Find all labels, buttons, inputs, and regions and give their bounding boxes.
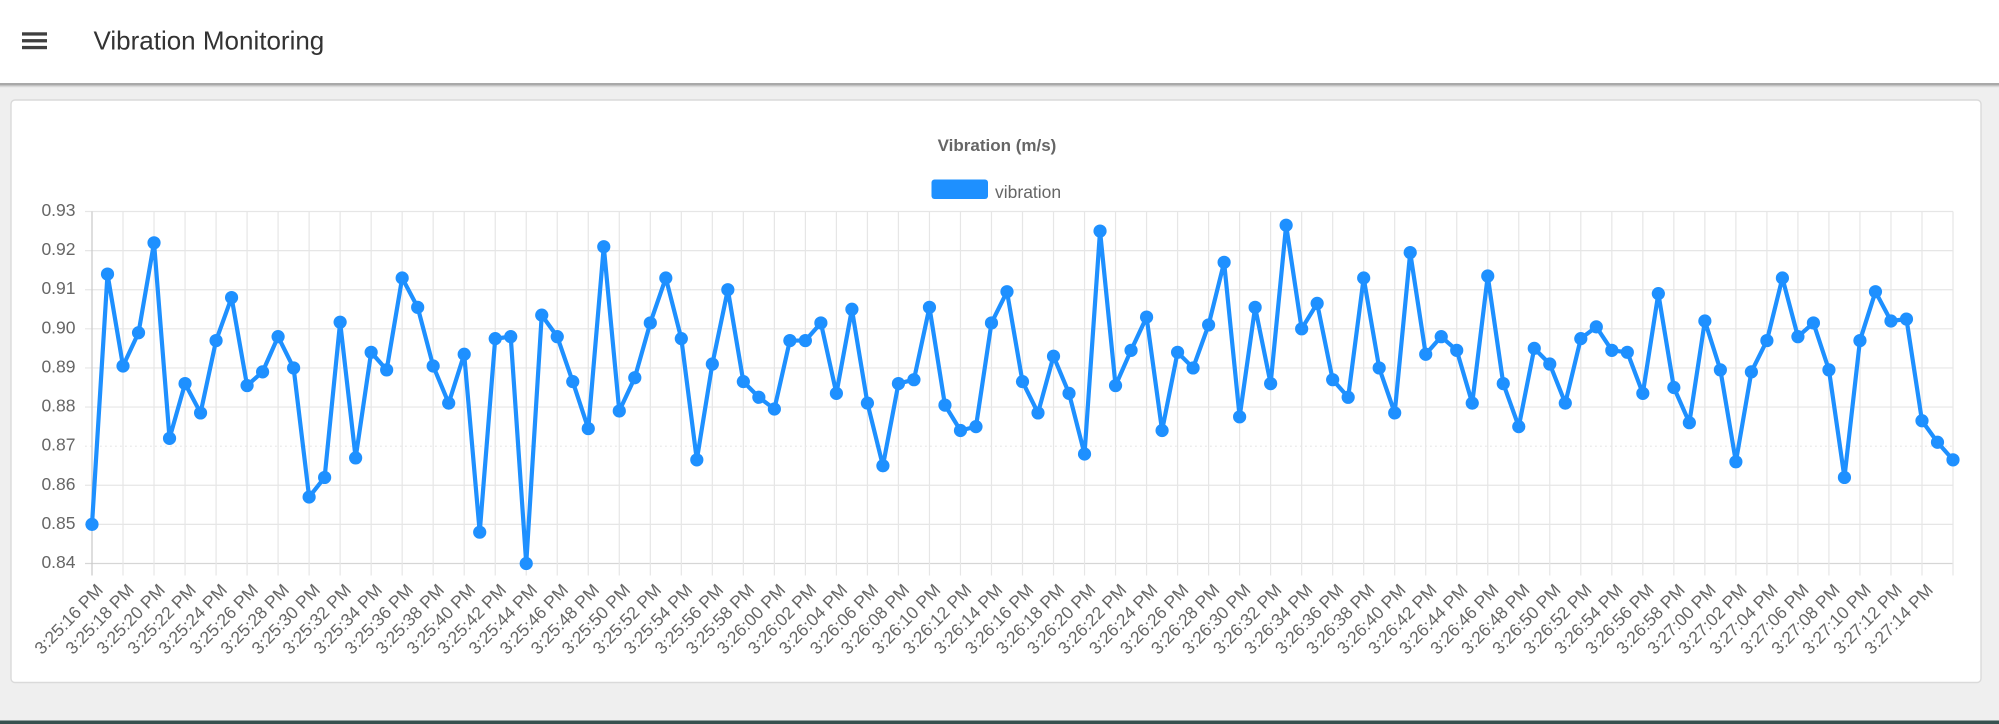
svg-text:0.88: 0.88: [41, 396, 75, 416]
svg-text:0.93: 0.93: [41, 200, 75, 220]
svg-text:0.91: 0.91: [41, 278, 75, 298]
svg-text:0.92: 0.92: [41, 239, 75, 259]
svg-text:0.89: 0.89: [41, 356, 75, 376]
svg-text:Vibration (m/s): Vibration (m/s): [938, 136, 1057, 155]
svg-text:0.85: 0.85: [41, 513, 75, 533]
svg-text:0.90: 0.90: [41, 317, 75, 337]
svg-text:0.86: 0.86: [41, 474, 75, 494]
svg-text:vibration: vibration: [995, 182, 1061, 202]
svg-text:Vibration Monitoring: Vibration Monitoring: [94, 26, 325, 56]
svg-text:0.84: 0.84: [41, 552, 75, 572]
svg-text:0.87: 0.87: [41, 435, 75, 455]
